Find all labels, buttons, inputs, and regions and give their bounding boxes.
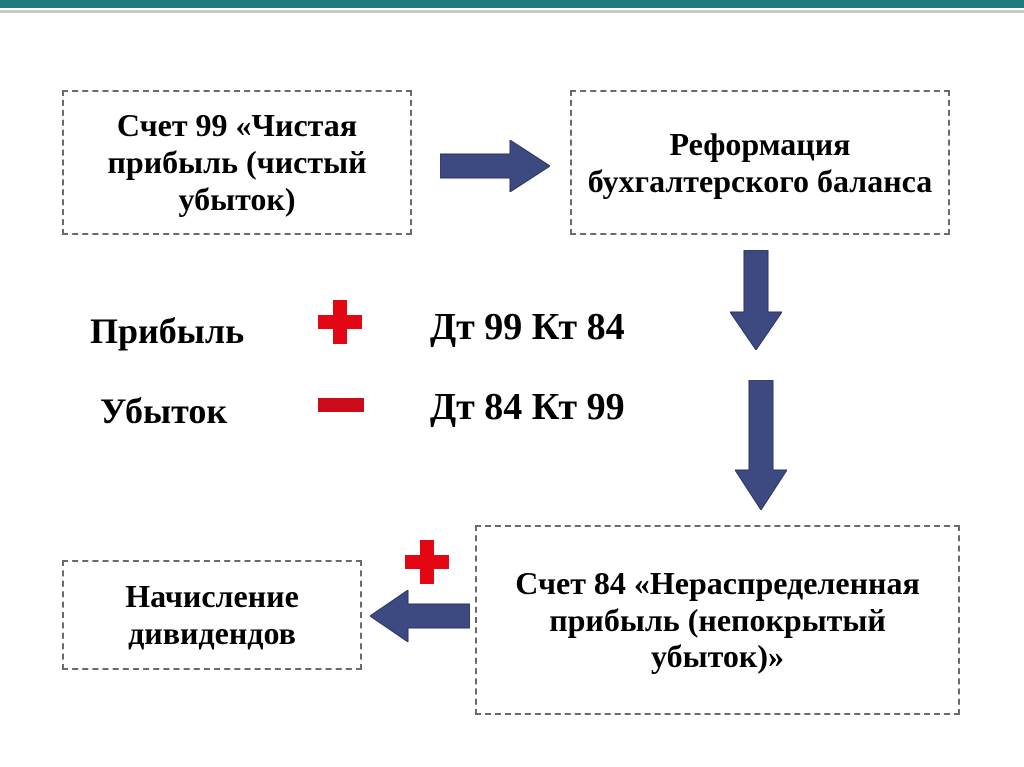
box-account-99-text: Счет 99 «Чистая прибыль (чистый убыток) <box>78 107 396 217</box>
plus-icon <box>318 300 362 344</box>
box-account-99: Счет 99 «Чистая прибыль (чистый убыток) <box>62 90 412 235</box>
gray-bar <box>0 10 1024 13</box>
teal-bar <box>0 0 1024 8</box>
arrow-left-icon <box>370 590 470 642</box>
label-loss: Убыток <box>100 390 227 432</box>
header-decor <box>0 0 1024 14</box>
arrow-right-icon <box>440 140 550 192</box>
arrow-down-icon <box>735 380 787 510</box>
label-entry-1: Дт 99 Кт 84 <box>430 305 625 349</box>
box-reformation-text: Реформация бухгалтерского баланса <box>586 126 934 200</box>
box-reformation: Реформация бухгалтерского баланса <box>570 90 950 235</box>
box-dividends: Начисление дивидендов <box>62 560 362 670</box>
arrow-down-icon <box>730 250 782 350</box>
minus-icon <box>318 398 364 412</box>
box-account-84: Счет 84 «Нераспределенная прибыль (непок… <box>475 525 960 715</box>
plus-icon <box>405 540 449 584</box>
box-dividends-text: Начисление дивидендов <box>78 578 346 652</box>
label-profit: Прибыль <box>90 310 244 352</box>
label-entry-2: Дт 84 Кт 99 <box>430 385 625 429</box>
box-account-84-text: Счет 84 «Нераспределенная прибыль (непок… <box>491 565 944 675</box>
